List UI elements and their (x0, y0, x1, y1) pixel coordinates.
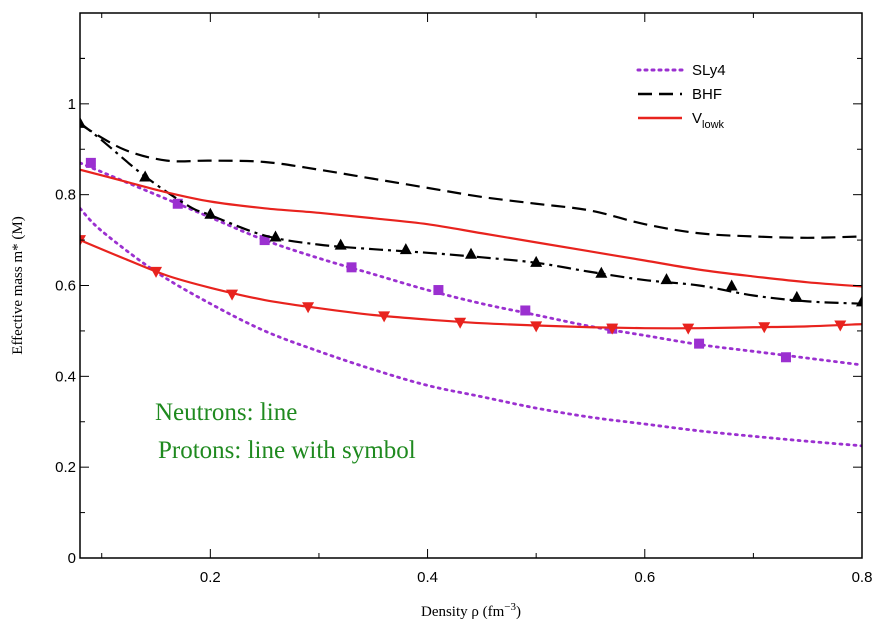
x-tick-label: 0.6 (634, 569, 655, 586)
y-tick-label: 0.6 (55, 278, 76, 295)
data-point-triangle-up (139, 170, 152, 182)
tick-layer: 0.2 0.4 0.6 0.8 0 0.2 0.4 0.6 0.8 1 (55, 13, 872, 586)
annotation-neutrons: Neutrons: line (155, 399, 297, 426)
series-line-bhf_n (80, 123, 862, 239)
x-tick-label: 0.2 (200, 569, 221, 586)
series-bhf_p (80, 116, 862, 307)
x-tick-label: 0.8 (852, 569, 873, 586)
data-point-triangle-up (856, 295, 862, 307)
data-point-triangle-up (790, 290, 803, 302)
data-point-triangle-up (530, 255, 543, 267)
data-point-triangle-down (834, 320, 847, 332)
annotation-protons: Protons: line with symbol (158, 437, 416, 464)
data-point-square (694, 338, 705, 349)
legend-label: SLy4 (692, 62, 726, 79)
legend: SLy4 BHF Vlowk (636, 62, 726, 131)
legend-label: BHF (692, 86, 722, 103)
y-tick-label: 0.8 (55, 187, 76, 204)
data-point-triangle-up (399, 243, 412, 255)
data-point-triangle-up (595, 266, 608, 278)
y-tick-label: 0.4 (55, 368, 76, 385)
data-point-square (433, 285, 444, 296)
data-point-triangle-down (454, 317, 467, 329)
y-tick-label: 0.2 (55, 459, 76, 476)
data-point-triangle-down (682, 323, 695, 335)
legend-label: Vlowk (692, 110, 725, 131)
series-vlowk_p (80, 235, 862, 335)
data-point-square (780, 352, 791, 363)
data-point-triangle-up (465, 247, 477, 259)
data-point-square (85, 157, 96, 168)
data-point-triangle-down (606, 323, 619, 335)
series-line-vlowk_n (80, 168, 862, 288)
series-line-sly4_p (80, 161, 862, 367)
series-sly4_n (80, 206, 862, 448)
y-tick-label: 0 (68, 550, 76, 567)
data-point-triangle-up (204, 207, 217, 219)
x-axis-label: Density ρ (fm−3) (421, 601, 521, 620)
data-point-triangle-down (226, 289, 239, 301)
series-sly4_p (80, 157, 862, 367)
y-axis-label: Effective mass m* (M) (10, 216, 26, 354)
series-line-bhf_p (80, 122, 862, 305)
series-line-sly4_n (80, 206, 862, 448)
y-tick-label: 1 (68, 96, 76, 113)
data-point-triangle-up (269, 230, 282, 242)
series-vlowk_n (80, 168, 862, 288)
data-point-square (172, 198, 183, 209)
data-point-triangle-down (378, 311, 391, 323)
data-point-triangle-down (150, 266, 163, 278)
series-line-vlowk_p (80, 239, 862, 330)
data-point-triangle-up (725, 279, 738, 291)
data-point-triangle-down (530, 321, 543, 333)
data-point-triangle-up (80, 116, 86, 128)
data-point-triangle-up (660, 273, 673, 285)
series-bhf_n (80, 123, 862, 239)
data-point-square (259, 235, 270, 246)
data-point-triangle-down (302, 302, 315, 314)
series-layer (80, 116, 862, 448)
data-point-square (520, 305, 531, 316)
data-point-triangle-down (758, 322, 771, 334)
x-tick-label: 0.4 (417, 569, 438, 586)
data-point-triangle-up (334, 238, 347, 250)
data-point-square (346, 262, 357, 273)
